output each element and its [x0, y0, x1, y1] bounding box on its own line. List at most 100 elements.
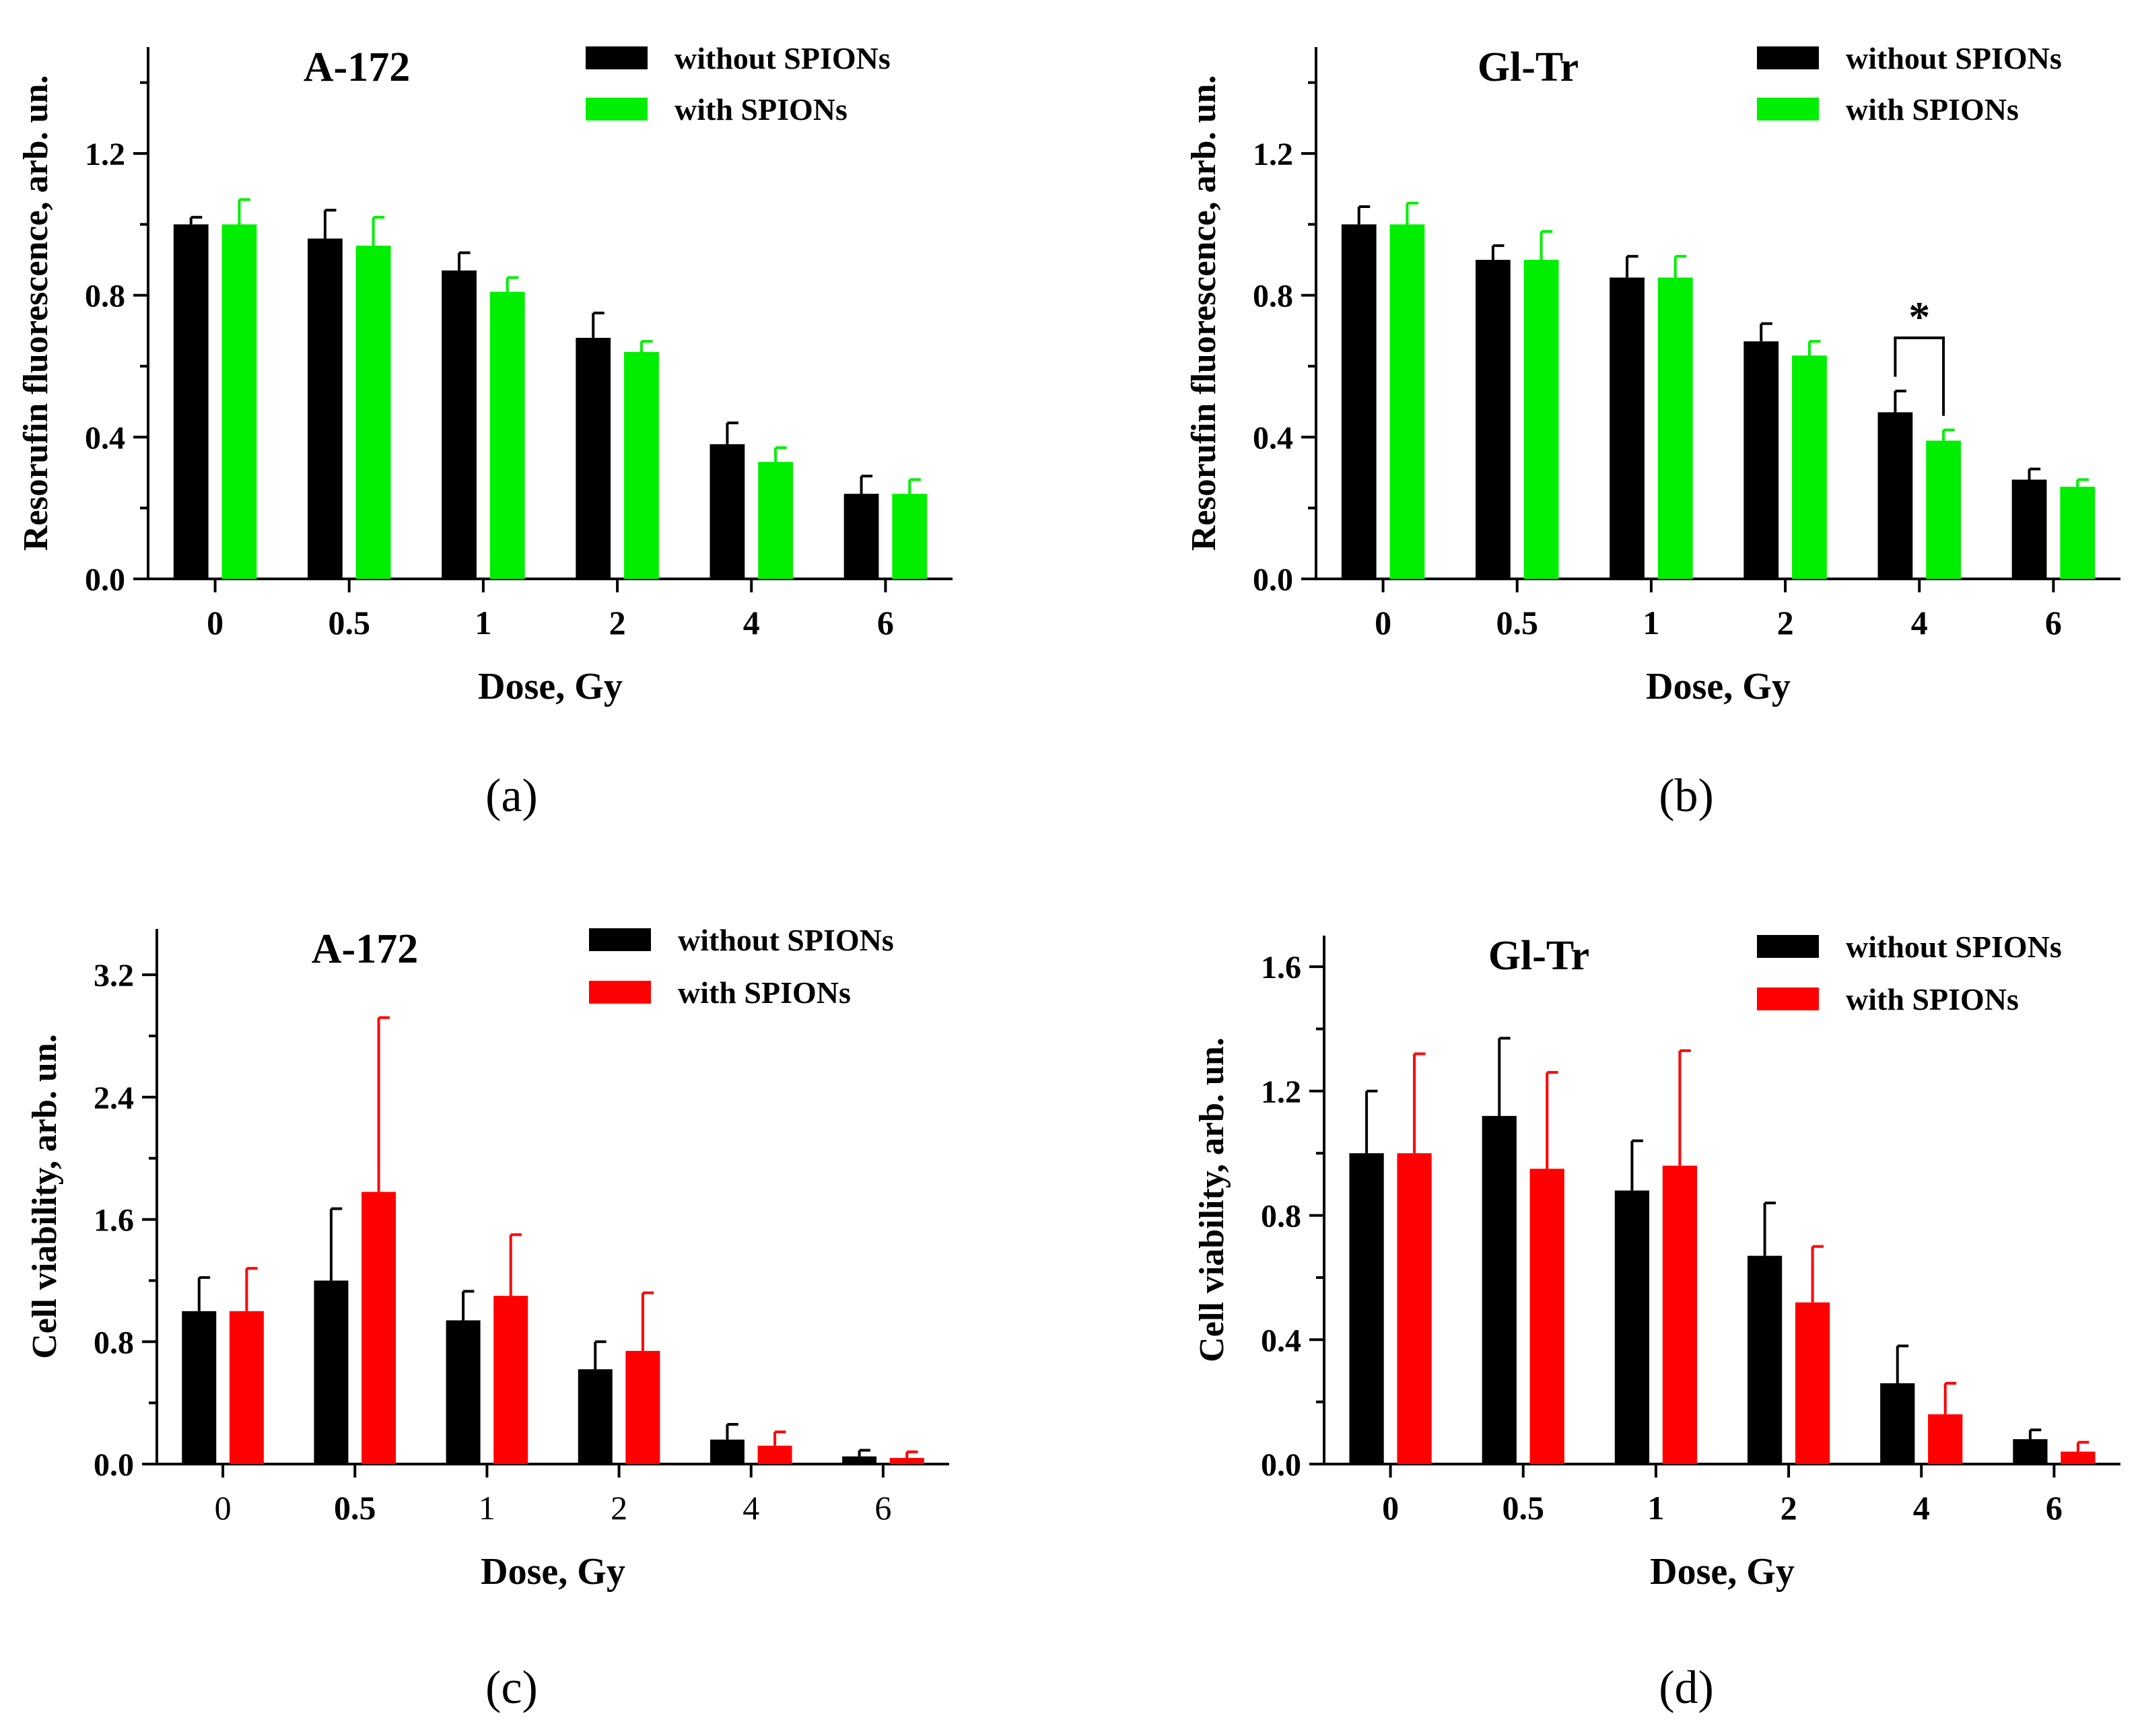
bar-without-spions — [2013, 1439, 2048, 1464]
bar-without-spions — [1482, 1115, 1517, 1464]
bar-without-spions — [710, 1439, 745, 1464]
y-tick-label: 0.0 — [1261, 1447, 1301, 1483]
bar-with-spions — [221, 224, 257, 579]
y-tick-label: 1.2 — [1253, 137, 1293, 172]
chart-panel-2: 0.0 0.4 0.8 1.2 0 0.5 1 2 4 6 * Gl-Tr without SPIONs… — [1185, 41, 2120, 822]
y-tick-label: 1.6 — [94, 1203, 134, 1239]
bar-without-spions — [1747, 1255, 1783, 1464]
y-tick-label: 0.4 — [85, 420, 125, 456]
bar-with-spions — [1529, 1169, 1564, 1464]
legend-label: with SPIONs — [678, 975, 851, 1010]
chart-panel-4: 0.0 0.4 0.8 1.2 1.6 0 0.5 1 2 4 6 Gl-Tr without SPIO… — [1193, 930, 2120, 1714]
x-tick-label: 2 — [611, 1489, 627, 1527]
panel-label: (b) — [1659, 770, 1714, 822]
bar-with-spions — [361, 1191, 396, 1464]
bar-without-spions — [1610, 277, 1645, 579]
bar-with-spions — [1926, 440, 1961, 579]
x-tick-label: 1 — [475, 604, 491, 641]
x-tick-label: 2 — [1781, 1489, 1797, 1527]
bar-with-spions — [229, 1311, 264, 1464]
x-tick-label: 2 — [609, 604, 626, 641]
bar-with-spions — [1792, 355, 1827, 579]
bar-without-spions — [173, 224, 209, 579]
x-axis-label: Dose, Gy — [1650, 1551, 1795, 1593]
x-tick-label: 1 — [1643, 604, 1659, 641]
x-tick-label: 0.5 — [329, 604, 371, 641]
bar-with-spions — [355, 245, 391, 579]
panel-label: (a) — [485, 770, 538, 822]
bar-with-spions — [624, 351, 659, 579]
chart-panel-1: 0.0 0.4 0.8 1.2 0 0.5 1 2 4 6 A-172 without SPIONs w… — [17, 41, 953, 822]
y-tick-label: 1.2 — [85, 137, 125, 172]
y-tick-label: 3.2 — [94, 958, 134, 994]
y-tick-label: 0.0 — [1253, 562, 1293, 598]
y-tick-label: 0.8 — [1253, 279, 1293, 314]
x-tick-label: 4 — [743, 604, 760, 641]
bar-without-spions — [446, 1320, 481, 1464]
x-tick-label: 0 — [207, 604, 223, 641]
legend-label: with SPIONs — [1846, 92, 2019, 127]
bar-without-spions — [442, 270, 477, 579]
legend-label: without SPIONs — [675, 41, 891, 75]
y-axis-label: Cell viability, arb. un. — [26, 1034, 64, 1359]
bar-with-spions — [889, 1457, 924, 1464]
chart-title: Gl-Tr — [1478, 44, 1579, 90]
bar-without-spions — [1743, 341, 1779, 579]
y-tick-label: 0.8 — [94, 1325, 134, 1360]
y-tick-label: 0.8 — [1261, 1199, 1301, 1235]
legend-swatch-without — [1757, 46, 1819, 69]
bar-with-spions — [493, 1296, 528, 1464]
bar-without-spions — [2011, 479, 2047, 579]
bar-without-spions — [182, 1311, 217, 1464]
legend-swatch-with — [586, 98, 648, 120]
bar-with-spions — [625, 1350, 660, 1464]
bar-without-spions — [1349, 1153, 1384, 1464]
chart-title: Gl-Tr — [1488, 933, 1589, 979]
legend-label: without SPIONs — [678, 923, 894, 957]
x-axis-label: Dose, Gy — [478, 666, 623, 707]
bar-with-spions — [489, 291, 525, 579]
bar-with-spions — [1397, 1153, 1432, 1464]
x-tick-label: 0.5 — [1502, 1489, 1545, 1527]
y-tick-label: 0.4 — [1261, 1323, 1301, 1358]
bar-without-spions — [710, 444, 745, 579]
bar-with-spions — [758, 462, 793, 579]
bar-with-spions — [1928, 1414, 1963, 1464]
legend-swatch-with — [1757, 98, 1819, 120]
bar-with-spions — [1657, 277, 1693, 579]
bar-without-spions — [1877, 412, 1913, 579]
x-tick-label: 2 — [1777, 604, 1794, 641]
y-tick-label: 0.8 — [85, 279, 125, 314]
bar-with-spions — [1523, 260, 1559, 579]
x-tick-label: 1 — [479, 1489, 495, 1527]
bar-with-spions — [1662, 1165, 1698, 1464]
bar-without-spions — [576, 337, 611, 579]
significance-star: * — [1908, 293, 1930, 341]
bar-with-spions — [2060, 487, 2096, 579]
y-axis-label: Resorufin fluorescence, arb. un. — [1185, 75, 1223, 551]
x-axis-label: Dose, Gy — [1646, 666, 1791, 707]
y-tick-label: 2.4 — [94, 1080, 134, 1116]
legend-swatch-without — [589, 928, 651, 951]
y-tick-label: 0.0 — [85, 562, 125, 598]
legend-label: with SPIONs — [675, 92, 848, 127]
x-tick-label: 0.5 — [334, 1489, 376, 1527]
x-tick-label: 1 — [1647, 1489, 1664, 1527]
x-tick-label: 6 — [2046, 1489, 2063, 1527]
legend-swatch-with — [589, 981, 651, 1004]
bar-with-spions — [1795, 1302, 1830, 1464]
bar-without-spions — [842, 1456, 877, 1464]
x-tick-label: 6 — [874, 1489, 891, 1527]
y-tick-label: 0.4 — [1253, 420, 1293, 456]
bar-without-spions — [308, 238, 343, 579]
bar-without-spions — [578, 1369, 613, 1464]
panel-label: (d) — [1659, 1662, 1714, 1714]
bar-with-spions — [892, 493, 928, 579]
bar-without-spions — [1614, 1190, 1650, 1464]
bar-without-spions — [1341, 224, 1377, 579]
x-tick-label: 4 — [742, 1489, 759, 1527]
bar-with-spions — [757, 1445, 792, 1464]
x-tick-label: 6 — [2045, 604, 2062, 641]
x-tick-label: 4 — [1913, 1489, 1930, 1527]
